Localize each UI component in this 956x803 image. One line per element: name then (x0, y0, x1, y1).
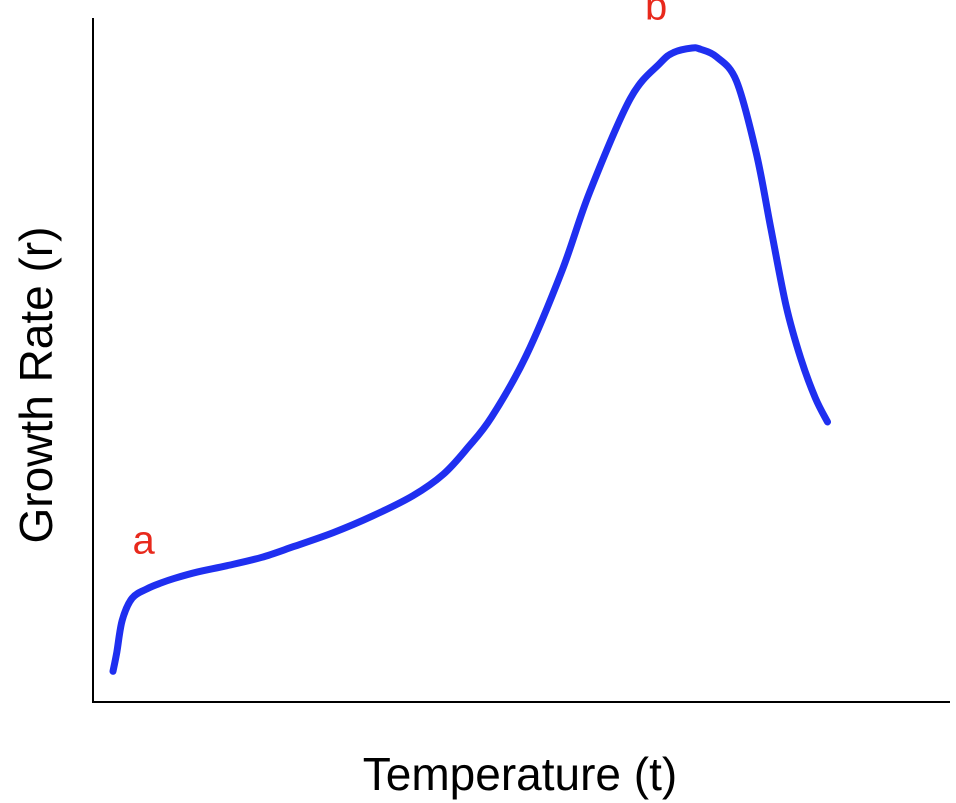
x-axis-title: Temperature (t) (363, 748, 677, 800)
y-axis-title: Growth Rate (r) (10, 227, 62, 544)
point-label-b: b (645, 0, 667, 28)
point-label-a: a (132, 519, 155, 563)
series-line-0 (109, 44, 832, 675)
series-layer (109, 44, 832, 675)
annotation-layer: ab (132, 0, 667, 563)
